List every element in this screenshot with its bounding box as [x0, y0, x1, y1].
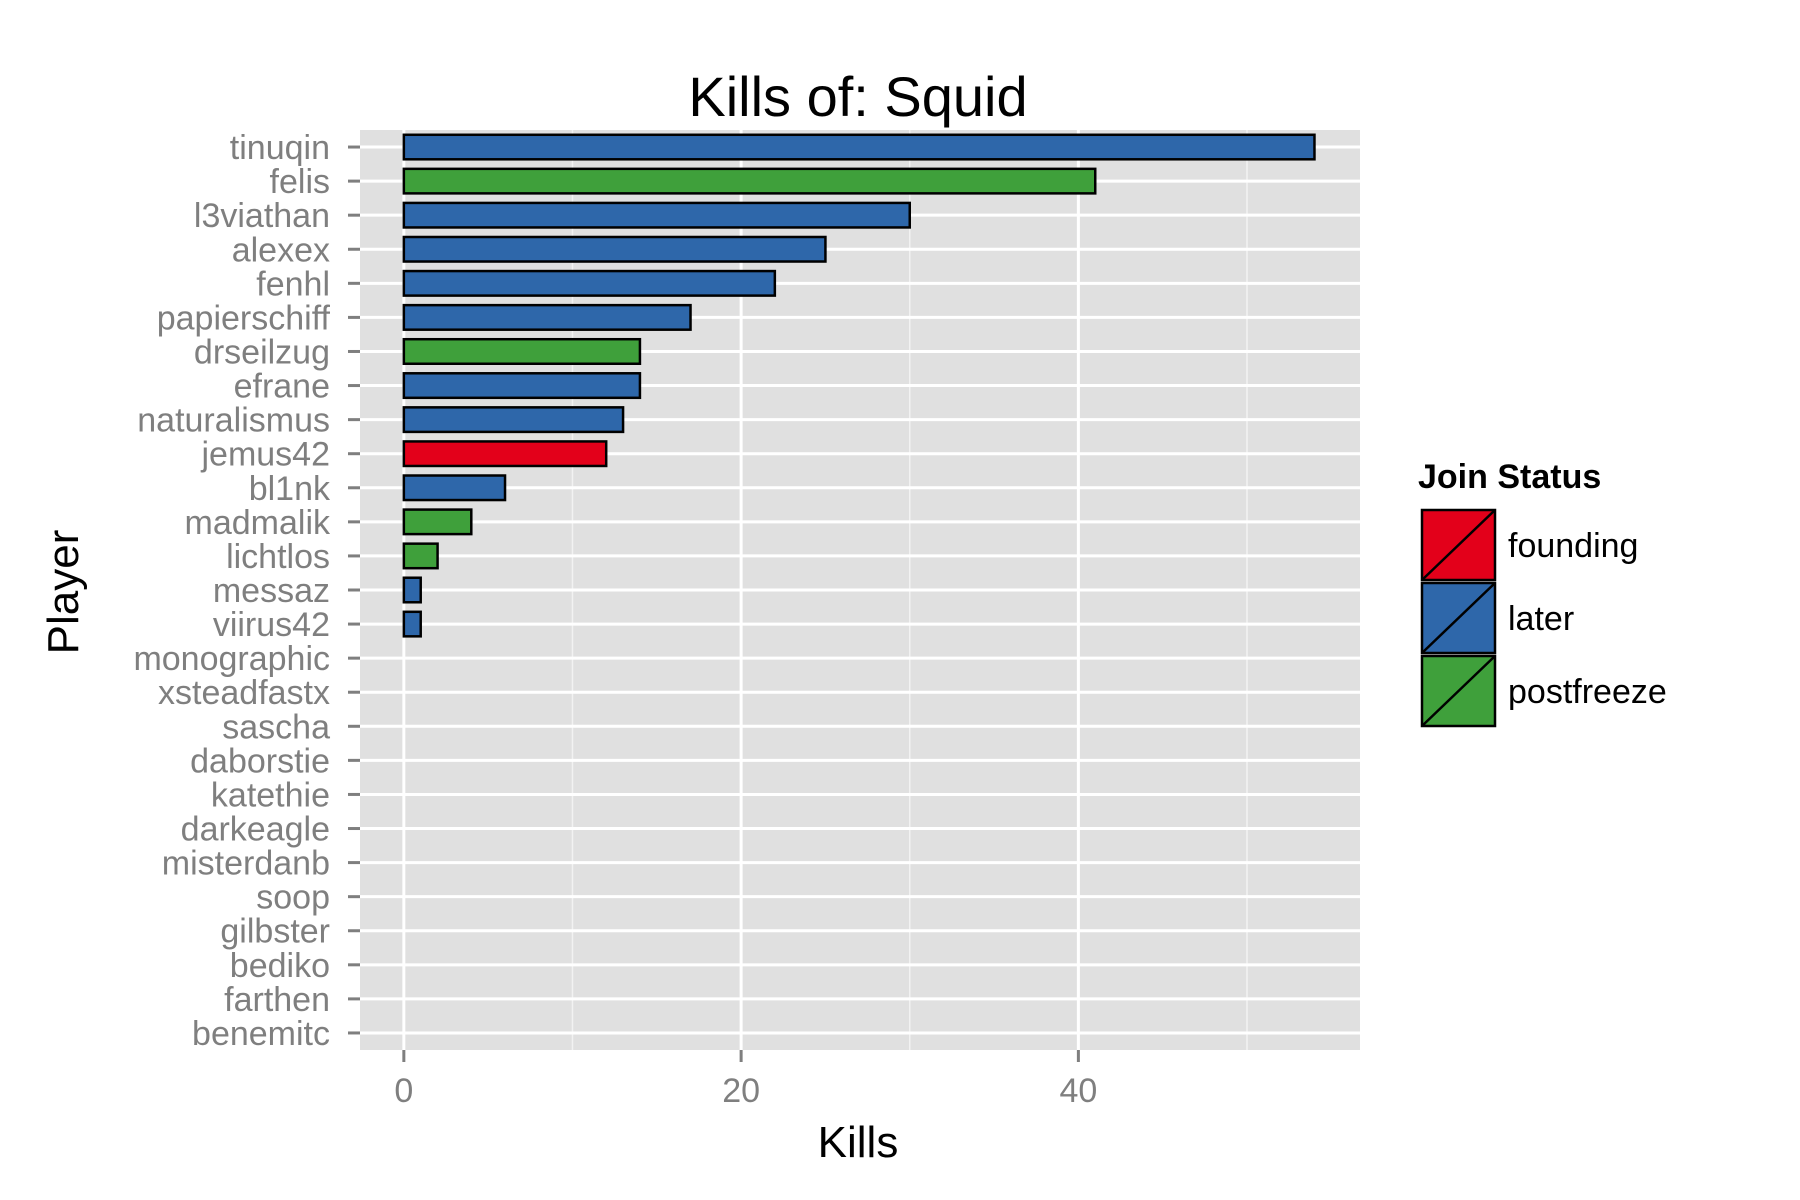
bar-viirus42 [402, 610, 422, 638]
y-tick-label: lichtlos [226, 538, 330, 576]
bar-fenhl [402, 269, 777, 297]
y-tick-label: katethie [211, 776, 330, 814]
bar-messaz [402, 576, 422, 604]
y-tick-label: farthen [224, 981, 330, 1019]
y-tick-label: naturalismus [137, 402, 330, 440]
y-tick-label: viirus42 [213, 606, 330, 644]
y-axis: tinuqinfelisl3viathanalexexfenhlpapiersc… [133, 129, 360, 1053]
legend-swatch-diagonal [1421, 655, 1496, 727]
bar-drseilzug [402, 337, 642, 365]
bar-tinuqin [402, 133, 1316, 161]
y-tick-label: felis [270, 163, 330, 201]
legend: Join Status founding later postfreeze [1418, 458, 1667, 728]
legend-swatch-diagonal [1421, 582, 1496, 654]
chart-title: Kills of: Squid [688, 65, 1027, 128]
y-tick-label: xsteadfastx [158, 674, 330, 712]
legend-label: founding [1508, 527, 1638, 565]
x-tick-label: 20 [722, 1072, 760, 1110]
y-axis-label: Player [39, 530, 88, 655]
y-tick-label: efrane [234, 368, 330, 406]
legend-item-later: later [1420, 581, 1574, 655]
y-tick-label: daborstie [190, 742, 330, 780]
y-tick-label: fenhl [256, 265, 330, 303]
legend-item-postfreeze: postfreeze [1420, 654, 1667, 728]
legend-label: later [1508, 600, 1574, 638]
bar-naturalismus [402, 406, 625, 434]
y-tick-label: drseilzug [194, 333, 330, 371]
y-tick-label: l3viathan [194, 197, 330, 235]
bar-alexex [402, 235, 827, 263]
y-tick-label: darkeagle [181, 811, 330, 849]
y-tick-label: tinuqin [230, 129, 330, 167]
x-tick-label: 0 [394, 1072, 413, 1110]
legend-swatch-diagonal [1421, 509, 1496, 581]
bar-efrane [402, 372, 642, 400]
legend-title: Join Status [1418, 458, 1601, 496]
y-tick-label: papierschiff [157, 299, 331, 337]
y-tick-label: gilbster [220, 913, 330, 951]
y-tick-label: madmalik [185, 504, 331, 542]
y-tick-label: monographic [133, 640, 330, 678]
y-tick-label: misterdanb [162, 845, 330, 883]
x-tick-label: 40 [1059, 1072, 1097, 1110]
bar-lichtlos [402, 542, 439, 570]
x-axis: 0 20 40 [394, 1050, 1097, 1110]
y-tick-label: sascha [222, 708, 330, 746]
y-tick-label: alexex [232, 231, 330, 269]
y-tick-label: soop [256, 879, 330, 917]
legend-label: postfreeze [1508, 673, 1667, 711]
bar-bl1nk [402, 474, 507, 502]
bar-felis [402, 167, 1097, 195]
y-tick-label: bl1nk [249, 470, 331, 508]
x-axis-label: Kills [818, 1118, 899, 1167]
legend-item-founding: founding [1420, 508, 1638, 582]
y-tick-label: messaz [213, 572, 330, 610]
y-tick-label: bediko [230, 947, 330, 985]
bar-papierschiff [402, 303, 692, 331]
y-tick-label: benemitc [192, 1015, 330, 1053]
bar-l3viathan [402, 201, 911, 229]
bar-jemus42 [402, 440, 608, 468]
bars [402, 133, 1316, 638]
y-tick-label: jemus42 [200, 436, 330, 474]
bar-madmalik [402, 508, 473, 536]
